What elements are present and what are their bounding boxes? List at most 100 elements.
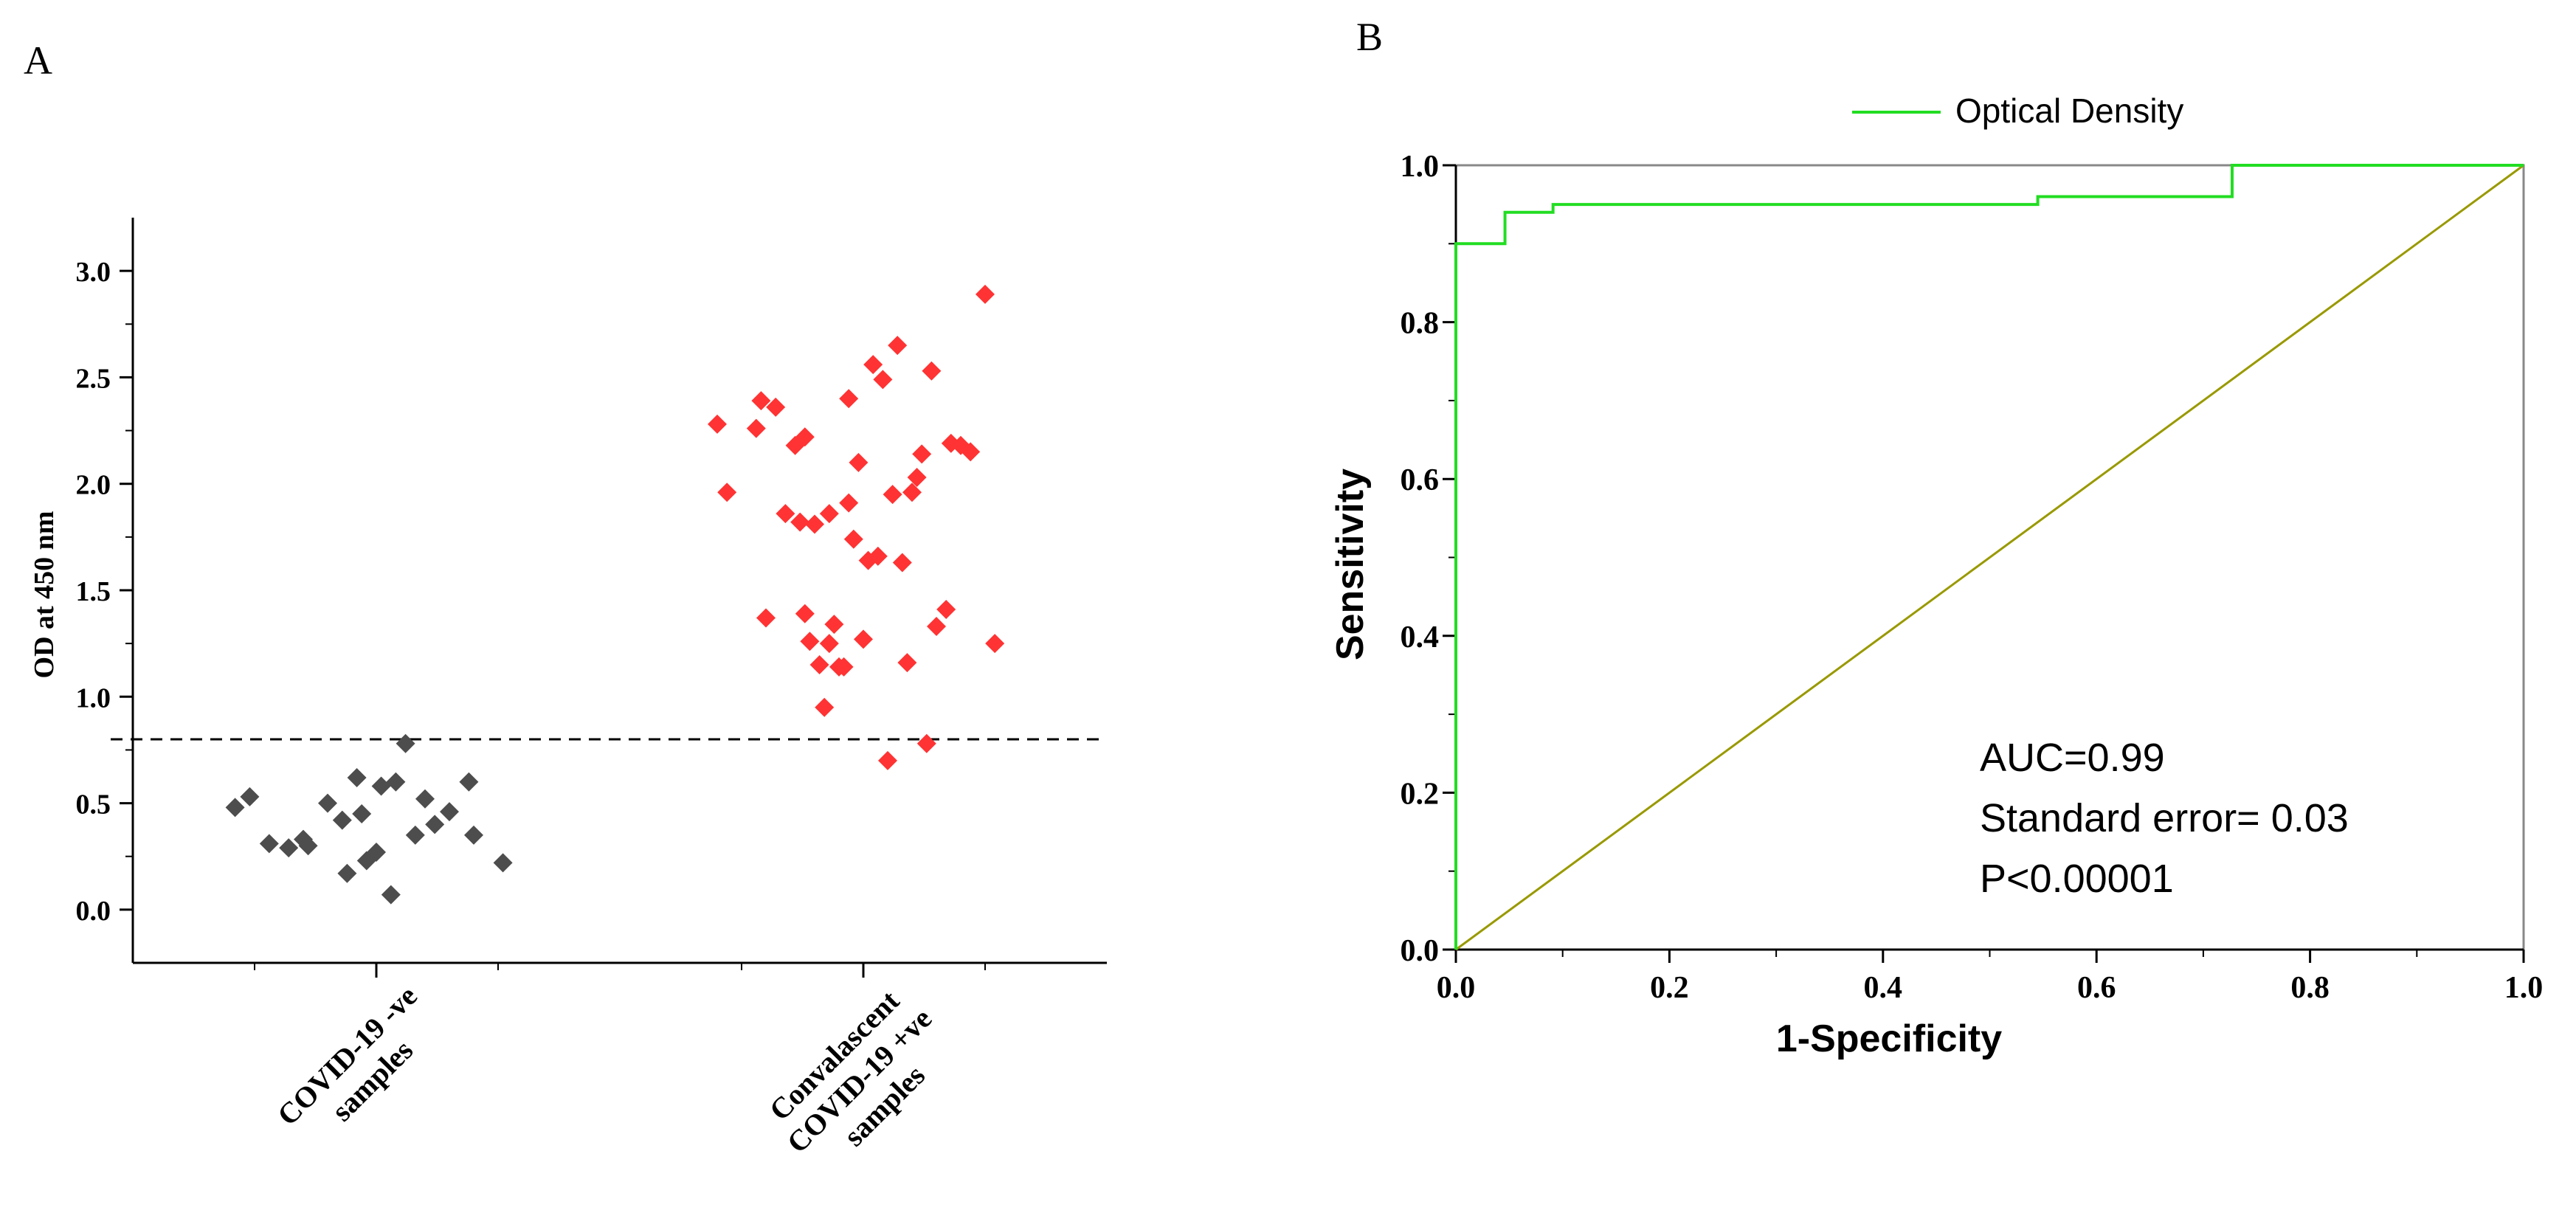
panel-a-y-ticks: 0.0 0.5 1.0 1.5 2.0 2.5 3.0 [76, 257, 133, 927]
panel-a-x-ticks [254, 963, 986, 978]
negative-sample-point [371, 776, 391, 796]
x-tick-label: 0.2 [1650, 971, 1689, 1005]
negative-sample-point [240, 787, 260, 806]
panel-b-annotations: AUC=0.99 Standard error= 0.03 P<0.00001 [1980, 736, 2349, 901]
annotation-text: P<0.00001 [1980, 857, 2174, 901]
negative-sample-point [386, 772, 406, 792]
positive-sample-point [976, 284, 995, 304]
positive-sample-point [892, 553, 912, 573]
positive-sample-point [805, 514, 824, 534]
positive-sample-point [824, 615, 844, 635]
roc-curve-line [1454, 164, 2524, 950]
positive-sample-point [751, 391, 771, 411]
x-tick-label: 0.6 [2077, 971, 2116, 1005]
negative-sample-point [352, 804, 372, 823]
positive-sample-point [985, 634, 1005, 654]
y-tick-label: 1.0 [76, 682, 111, 713]
x-tick-label: 0.0 [1437, 971, 1476, 1005]
positive-sample-point [883, 485, 902, 505]
y-tick-label: 0.4 [1401, 621, 1440, 654]
annotation-text: AUC=0.99 [1980, 736, 2165, 780]
y-tick-label: 0.0 [1401, 934, 1440, 968]
x-tick-label: 0.8 [2290, 971, 2330, 1005]
positive-sample-point [819, 634, 839, 654]
positive-sample-point [936, 599, 956, 619]
reference-diagonal-line [1455, 164, 2524, 951]
positive-sample-point [873, 370, 893, 390]
positive-sample-point [843, 529, 863, 549]
y-tick-label: 0.2 [1401, 777, 1440, 811]
panel-b-x-axis-label: 1-Specificity [1776, 1017, 2002, 1060]
panel-b-y-axis-label: Sensitivity [1329, 469, 1372, 660]
group-label: COVID-19 -vesamples [271, 979, 449, 1157]
negative-sample-point [415, 789, 435, 809]
positive-sample-point [717, 483, 737, 502]
positive-sample-point [854, 629, 873, 649]
positive-sample-point [756, 608, 776, 628]
positive-sample-point [819, 504, 839, 524]
panel-b: B 0.0 0.2 0.4 0.6 0.8 1.0 0.0 0.2 0.4 0.6 0.8 1.0 O… [1329, 15, 2543, 1060]
negative-sample-point [367, 842, 386, 862]
y-tick-label: 3.0 [76, 257, 111, 288]
y-tick-label: 0.0 [76, 896, 111, 927]
positive-sample-point [815, 697, 835, 717]
negative-sample-point [225, 798, 245, 818]
y-tick-label: 2.5 [76, 363, 111, 394]
positive-sample-point [897, 653, 917, 673]
positive-sample-point [790, 512, 810, 532]
negative-sample-point [440, 802, 459, 822]
positive-sample-point [809, 655, 829, 674]
y-tick-label: 0.6 [1401, 463, 1440, 497]
negative-sample-point [259, 834, 279, 854]
negative-sample-point [318, 793, 337, 813]
negative-sample-point [459, 772, 479, 792]
positive-sample-point [878, 750, 897, 770]
panel-b-ticks: 0.0 0.2 0.4 0.6 0.8 1.0 0.0 0.2 0.4 0.6 0.8 1.0 [1401, 150, 2544, 1005]
negative-sample-point [347, 767, 367, 787]
y-tick-label: 2.0 [76, 470, 111, 501]
panel-b-label: B [1356, 15, 1383, 59]
positive-sample-point [888, 336, 908, 356]
positive-sample-point [800, 632, 820, 651]
negative-sample-point [381, 885, 401, 905]
positive-sample-point [708, 414, 727, 434]
panel-a-y-axis-label: OD at 450 nm [29, 511, 60, 679]
positive-sample-point [839, 493, 859, 513]
negative-sample-point [298, 836, 318, 856]
positive-sample-point [907, 468, 927, 488]
positive-sample-point [834, 657, 854, 677]
negative-sample-point [425, 815, 445, 834]
positive-sample-point [922, 361, 942, 381]
negative-sample-point [279, 838, 299, 858]
group-label: ConvalascentCOVID-19 +vesamples [756, 977, 964, 1185]
positive-sample-point [927, 617, 946, 637]
negative-sample-point [332, 810, 352, 830]
x-tick-label: 1.0 [2504, 971, 2544, 1005]
y-tick-label: 0.5 [76, 789, 111, 820]
positive-sample-point [849, 452, 869, 472]
y-tick-label: 1.0 [1401, 150, 1440, 184]
positive-sample-point [916, 733, 936, 753]
y-tick-label: 1.5 [76, 576, 111, 607]
panel-a: A 0.0 0.5 1.0 1.5 2.0 2.5 3.0 OD at 450 nm COV… [24, 38, 1107, 1185]
positive-sample-point [795, 427, 815, 447]
y-tick-label: 0.8 [1401, 307, 1440, 341]
positive-sample-point [766, 397, 786, 417]
negative-sample-point [464, 825, 483, 845]
positive-sample-point [839, 389, 859, 409]
annotation-text: Standard error= 0.03 [1980, 796, 2349, 840]
negative-sample-point [405, 825, 425, 845]
panel-a-label: A [24, 38, 52, 83]
positive-sample-point [863, 355, 883, 375]
positive-sample-point [902, 483, 922, 502]
positive-sample-point [961, 442, 981, 462]
negative-sample-point [396, 733, 415, 753]
positive-sample-point [776, 504, 795, 524]
panel-a-points [225, 284, 1005, 905]
legend-label: Optical Density [1955, 91, 2183, 130]
positive-sample-point [912, 444, 932, 464]
x-tick-label: 0.4 [1864, 971, 1903, 1005]
positive-sample-point [868, 546, 888, 566]
negative-sample-point [493, 853, 513, 873]
